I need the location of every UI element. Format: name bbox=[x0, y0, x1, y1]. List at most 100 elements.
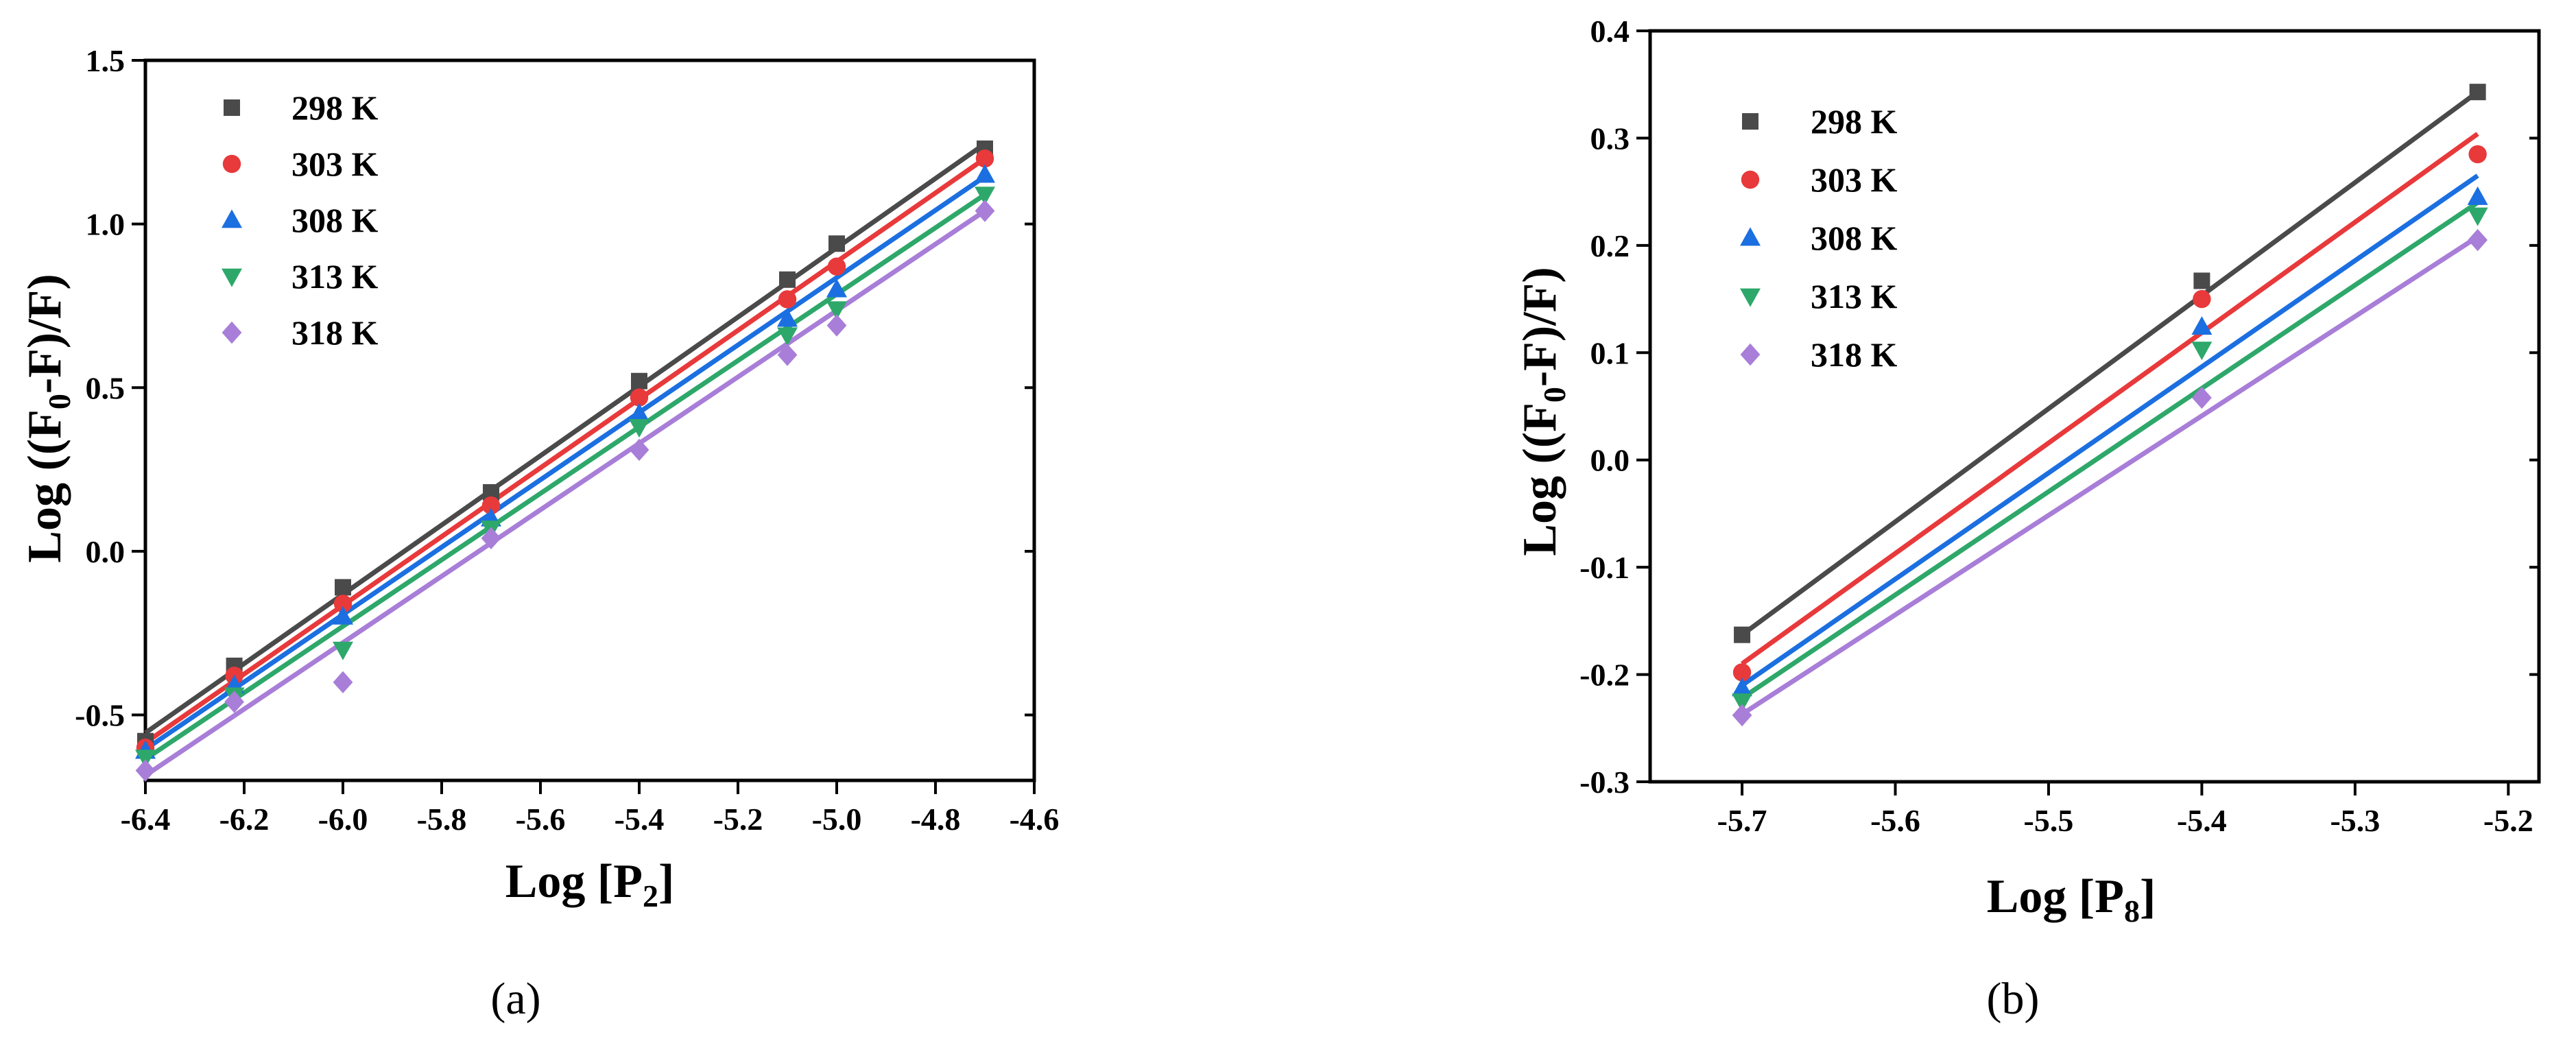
x-tick-label-b: -5.3 bbox=[2330, 803, 2380, 838]
y-tick-label-a: -0.5 bbox=[75, 698, 125, 733]
legend-label: 313 K bbox=[1811, 277, 1898, 315]
ticks-a: -6.4 -6.2 -6.0 -5.8 -5.6 -5.4 -5.2 -5.0 -4.8 -4.6… bbox=[75, 43, 1059, 837]
data-point-303k bbox=[975, 149, 994, 168]
data-point-313k bbox=[1732, 693, 1753, 713]
y-tick-label-b: 0.1 bbox=[1590, 335, 1630, 370]
data-point-318k bbox=[333, 671, 353, 694]
data-point-318k bbox=[481, 527, 501, 550]
legend-marker-313k bbox=[1740, 288, 1761, 307]
legend-label: 298 K bbox=[1811, 102, 1898, 141]
y-axis-title-end-b: -F)/F) bbox=[1514, 267, 1566, 387]
data-point-303k bbox=[2468, 145, 2487, 164]
y-tick-label-b: 0.3 bbox=[1590, 121, 1630, 156]
x-tick-label-a: -6.4 bbox=[121, 802, 171, 837]
legend-label: 298 K bbox=[291, 88, 379, 127]
data-point-313k bbox=[826, 301, 847, 320]
fit-line-313k bbox=[144, 192, 986, 761]
data-point-308k bbox=[2467, 186, 2488, 205]
plot-frame-a bbox=[143, 58, 1036, 782]
legend-marker-313k bbox=[222, 268, 242, 287]
data-point-308k bbox=[777, 308, 798, 327]
data-points-a bbox=[135, 140, 995, 782]
data-point-303k bbox=[333, 595, 353, 613]
data-point-318k bbox=[224, 691, 244, 713]
legend-label: 318 K bbox=[1811, 335, 1898, 374]
x-tick-label-a: -6.0 bbox=[318, 802, 368, 837]
ticks-b: -5.7 -5.6 -5.5 -5.4 -5.3 -5.2 -0.3 -0.2 -0.1 0.0 0… bbox=[1579, 14, 2539, 838]
x-tick-label-b: -5.6 bbox=[1870, 803, 1920, 838]
x-axis-title-b: Log [P8] bbox=[1987, 870, 2156, 929]
x-tick-label-a: -6.2 bbox=[219, 802, 270, 837]
data-point-318k bbox=[135, 759, 156, 782]
y-axis-title-sub-a: 0 bbox=[42, 394, 77, 409]
data-point-318k bbox=[2192, 386, 2212, 409]
legend-label: 308 K bbox=[291, 201, 379, 239]
y-axis-title-end-a: -F)/F) bbox=[19, 274, 71, 394]
x-tick-label-b: -5.4 bbox=[2177, 803, 2227, 838]
fit-line-303k bbox=[1741, 132, 2479, 666]
x-tick-label-b: -5.2 bbox=[2483, 803, 2533, 838]
x-tick-label-a: -4.6 bbox=[1010, 802, 1060, 837]
fit-lines-b bbox=[1740, 90, 2479, 717]
data-point-313k bbox=[629, 419, 649, 438]
y-axis-title-a: Log ((F0-F)/F) bbox=[19, 274, 77, 562]
data-point-303k bbox=[1732, 663, 1752, 682]
fit-line-308k bbox=[144, 174, 986, 752]
panel-a: -6.4 -6.2 -6.0 -5.8 -5.6 -5.4 -5.2 -5.0 -4.8 -4.6… bbox=[19, 43, 1059, 1024]
legend-label: 318 K bbox=[291, 313, 379, 352]
y-tick-label-b: -0.1 bbox=[1579, 550, 1630, 585]
y-axis-title-b: Log ((F0-F)/F) bbox=[1514, 267, 1572, 555]
data-point-303k bbox=[630, 388, 649, 407]
data-point-318k bbox=[777, 344, 798, 366]
data-point-313k bbox=[975, 187, 995, 206]
plot-frame-b bbox=[1648, 29, 2541, 784]
legend-marker-303k bbox=[1741, 170, 1760, 189]
y-tick-label-a: 0.0 bbox=[86, 534, 126, 569]
legend-marker-318k bbox=[222, 321, 242, 344]
data-point-298k bbox=[779, 271, 796, 288]
x-tick-label-a: -5.2 bbox=[713, 802, 763, 837]
legend-label: 308 K bbox=[1811, 219, 1898, 257]
x-tick-label-a: -5.0 bbox=[812, 802, 862, 837]
data-point-308k bbox=[333, 606, 353, 625]
panel-label-b: (b) bbox=[1987, 974, 2040, 1024]
data-point-318k bbox=[1732, 704, 1752, 727]
data-point-308k bbox=[2191, 316, 2213, 335]
y-tick-label-a: 1.0 bbox=[86, 207, 126, 242]
data-point-298k bbox=[335, 579, 351, 596]
data-point-318k bbox=[826, 314, 847, 337]
data-point-303k bbox=[481, 496, 501, 515]
x-tick-label-a: -5.6 bbox=[516, 802, 566, 837]
legend-b: 298 K 303 K 308 K 313 K 318 K bbox=[1740, 102, 1898, 374]
data-point-298k bbox=[2193, 272, 2210, 289]
data-point-313k bbox=[777, 327, 798, 346]
legend-marker-308k bbox=[222, 209, 242, 228]
x-axis-title-a: Log [P2] bbox=[505, 855, 675, 913]
data-point-303k bbox=[827, 257, 846, 276]
data-point-313k bbox=[333, 641, 353, 660]
y-tick-label-b: 0.0 bbox=[1590, 443, 1630, 478]
x-tick-label-a: -4.8 bbox=[911, 802, 961, 837]
x-axis-title-main-b: Log [P bbox=[1987, 870, 2124, 923]
fit-line-308k bbox=[1741, 174, 2479, 688]
data-point-318k bbox=[975, 200, 995, 222]
legend-marker-318k bbox=[1740, 343, 1761, 366]
panel-label-a: (a) bbox=[490, 974, 540, 1024]
data-point-318k bbox=[2468, 228, 2488, 252]
data-point-298k bbox=[828, 235, 845, 252]
y-tick-label-b: -0.3 bbox=[1579, 765, 1630, 800]
x-axis-title-sub-a: 2 bbox=[643, 878, 658, 913]
x-axis-title-end-b: ] bbox=[2140, 870, 2156, 923]
data-points-b bbox=[1732, 84, 2488, 727]
legend-marker-298k bbox=[224, 99, 240, 116]
panel-b: -5.7 -5.6 -5.5 -5.4 -5.3 -5.2 -0.3 -0.2 -0.1 0.0 0… bbox=[1514, 14, 2541, 1024]
y-axis-title-main-b: Log ((F bbox=[1514, 403, 1566, 556]
legend-label: 313 K bbox=[291, 257, 379, 296]
y-tick-label-b: -0.2 bbox=[1579, 658, 1630, 693]
data-point-313k bbox=[135, 750, 156, 769]
fit-line-318k bbox=[1741, 235, 2479, 717]
data-point-308k bbox=[629, 403, 649, 422]
y-tick-label-b: 0.2 bbox=[1590, 228, 1630, 263]
y-axis-title-sub-b: 0 bbox=[1537, 387, 1572, 403]
